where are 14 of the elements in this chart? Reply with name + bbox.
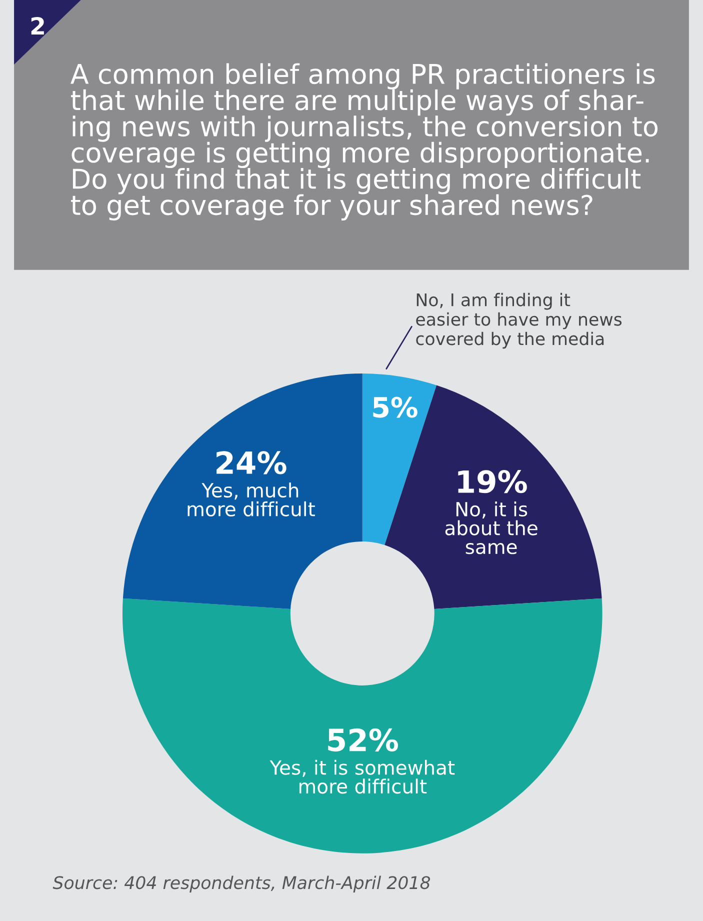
donut-slice <box>122 374 362 609</box>
donut-slice <box>362 374 437 546</box>
donut-slice <box>122 598 602 854</box>
chart-title: A common belief among PR practitioners is that while there are multiple ways of shar- ing news with journalists, the conversion to coverage is getting more disproportionate. Do you find that it is getting more difficult to get coverage for your shared news? <box>70 63 658 220</box>
data-label: 5% <box>373 396 418 418</box>
text: 2 <box>31 16 44 35</box>
slice-label: Yes, much more difficult <box>188 482 315 516</box>
data-label: 52% <box>328 728 398 752</box>
slice-label: Yes, it is somewhat more difficult <box>270 760 455 794</box>
slice-label: No, it is about the same <box>445 501 538 554</box>
data-label: 19% <box>458 470 527 494</box>
data-label: 24% <box>216 451 286 474</box>
slice-label: No, I am finding it easier to have my news covered by the media <box>416 292 622 349</box>
source-note: Source: 404 respondents, March-April 2018 <box>52 876 430 893</box>
